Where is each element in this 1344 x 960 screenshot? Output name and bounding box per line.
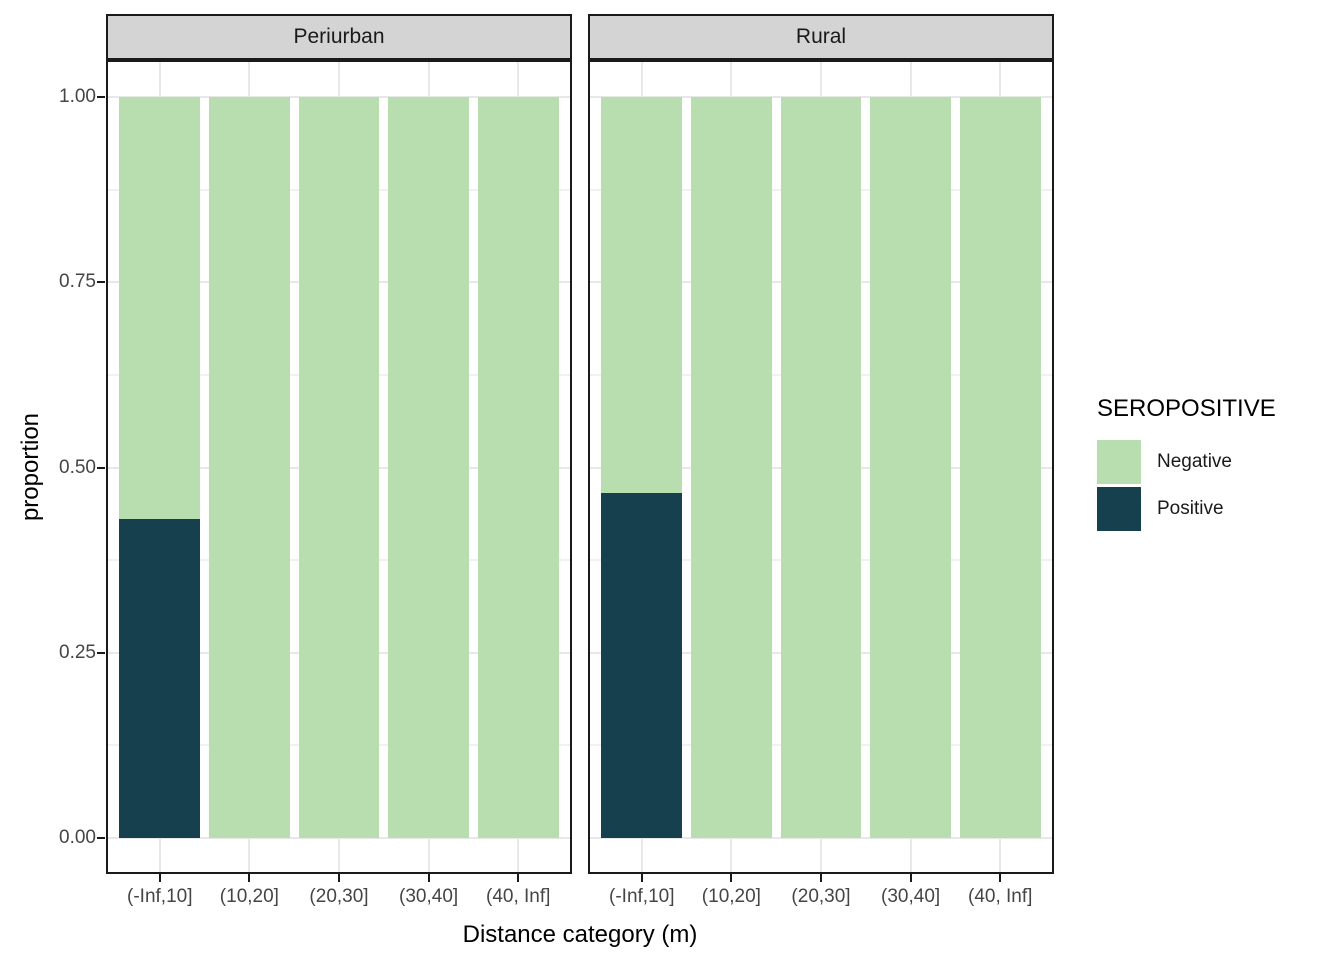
facet-strip: Rural <box>588 14 1054 60</box>
x-axis-title: Distance category (m) <box>462 921 698 948</box>
x-tick <box>999 874 1002 882</box>
x-tick-label: (30,40] <box>399 886 459 907</box>
chart-panel <box>588 60 1054 874</box>
bar-segment-negative <box>601 97 683 494</box>
legend-item-label: Negative <box>1157 451 1232 472</box>
y-tick <box>97 281 105 284</box>
bar-segment-negative <box>780 97 862 838</box>
y-tick <box>97 466 105 469</box>
legend-item: Negative <box>1097 440 1276 484</box>
x-tick-label: (-Inf,10] <box>127 886 193 907</box>
y-tick <box>97 96 105 98</box>
y-tick-label: 0.50 <box>59 456 96 478</box>
bar-segment-negative <box>119 97 201 520</box>
x-tick <box>909 874 912 882</box>
x-tick <box>517 874 520 882</box>
facet-strip: Periurban <box>106 14 572 60</box>
x-tick <box>338 874 340 882</box>
bar-segment-negative <box>477 97 559 838</box>
x-tick <box>820 874 822 882</box>
x-tick-label: (10,20] <box>219 886 279 907</box>
legend-swatch-positive <box>1097 487 1141 531</box>
y-tick-label: 0.00 <box>59 827 96 848</box>
bar-segment-negative <box>209 97 290 838</box>
x-tick <box>427 874 430 882</box>
x-tick-label: (30,40] <box>881 886 941 907</box>
x-tick-label: (10,20] <box>701 886 761 907</box>
legend-swatch-negative <box>1097 440 1141 484</box>
chart-panel <box>106 60 572 874</box>
x-tick-label: (20,30] <box>791 886 851 907</box>
x-tick-label: (40, Inf] <box>968 886 1033 907</box>
y-tick-label: 1.00 <box>59 86 96 107</box>
bar-segment-negative <box>959 97 1041 838</box>
bar-segment-negative <box>870 97 951 838</box>
y-tick <box>97 837 105 839</box>
bar-segment-negative <box>388 97 469 838</box>
x-tick <box>640 874 643 882</box>
x-tick <box>248 874 251 882</box>
x-tick-label: (40, Inf] <box>486 886 551 907</box>
bar-segment-negative <box>691 97 772 838</box>
x-tick <box>730 874 733 882</box>
y-tick-label: 0.25 <box>59 641 96 663</box>
legend-title: SEROPOSITIVE <box>1097 395 1276 422</box>
x-tick <box>158 874 161 882</box>
legend: SEROPOSITIVE Negative Positive <box>1097 395 1276 534</box>
x-tick-label: (20,30] <box>309 886 369 907</box>
x-tick-label: (-Inf,10] <box>609 886 675 907</box>
y-tick <box>97 651 105 654</box>
facet-strip-label: Periurban <box>293 25 385 48</box>
bar-segment-negative <box>298 97 380 838</box>
facet-strip-label: Rural <box>795 25 847 48</box>
bar-segment-positive <box>601 493 683 838</box>
bar-segment-positive <box>119 519 201 838</box>
legend-item-label: Positive <box>1157 498 1224 519</box>
legend-items: Negative Positive <box>1097 440 1276 531</box>
y-tick-label: 0.75 <box>59 271 96 293</box>
legend-item: Positive <box>1097 487 1276 531</box>
